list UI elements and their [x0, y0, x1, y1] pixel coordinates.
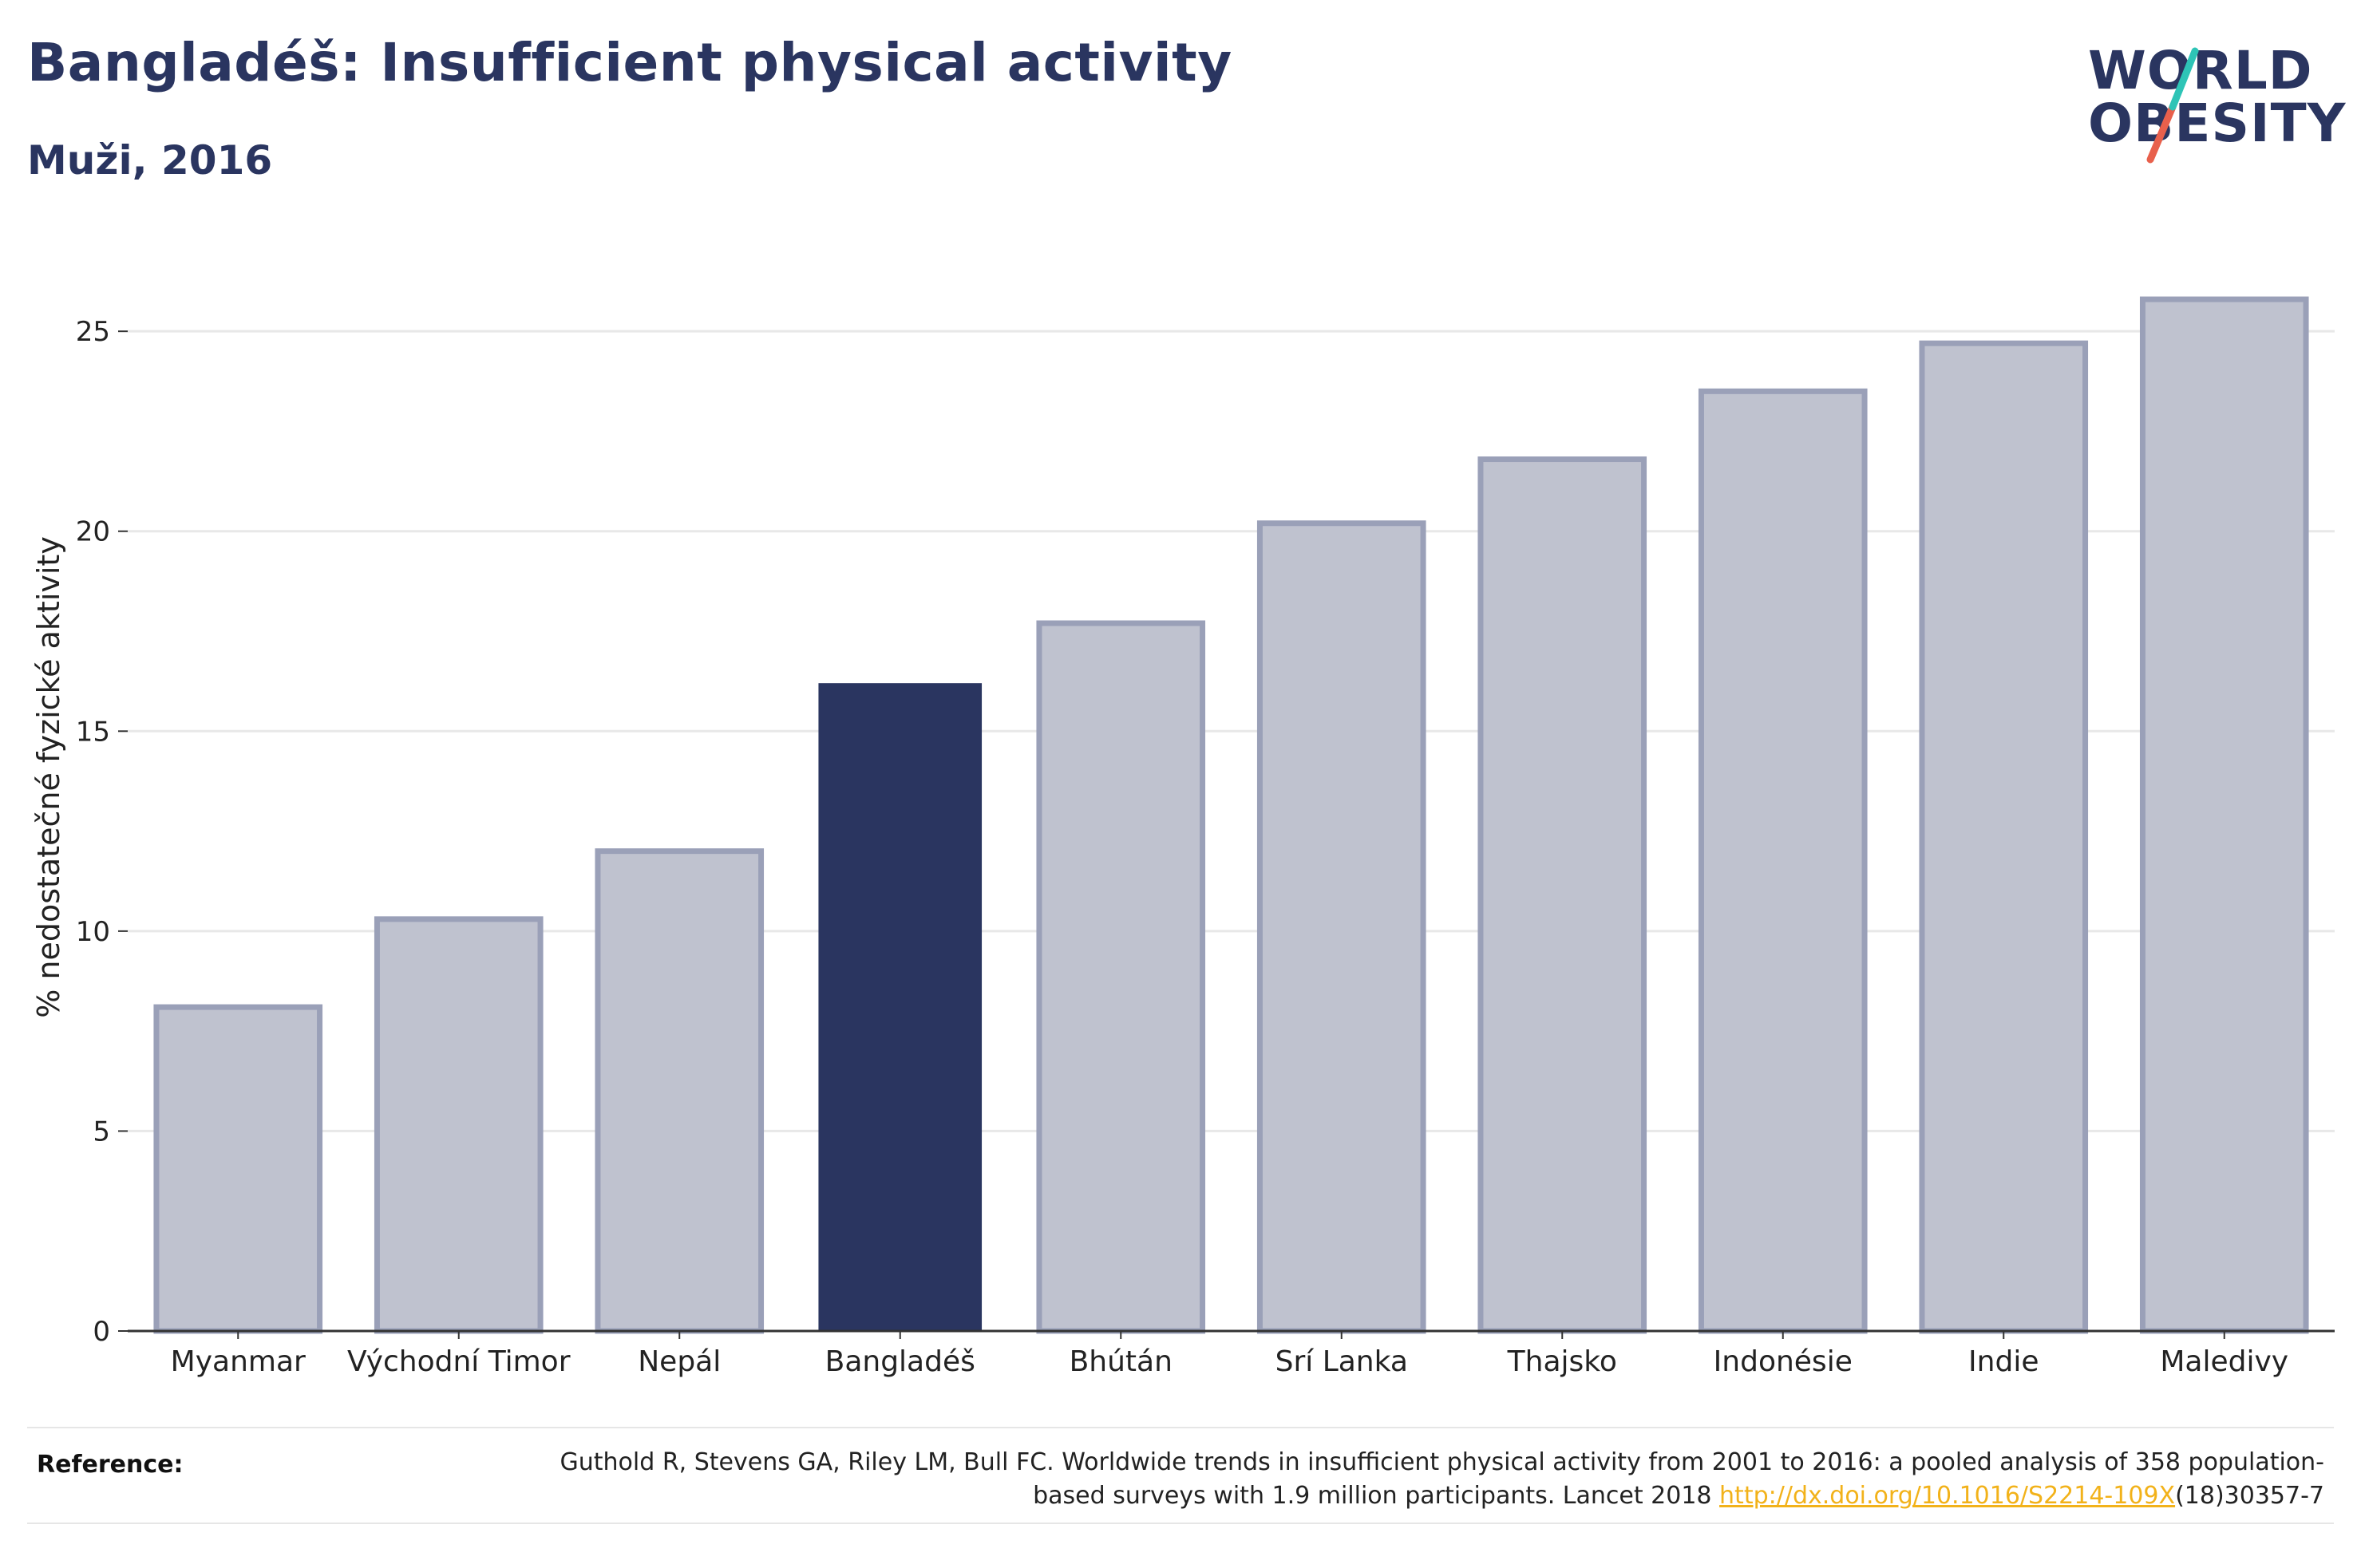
bar-Bangladéš: [818, 683, 983, 1331]
bar-Maledivy: [2139, 296, 2309, 1334]
y-axis-label: % nedostatečné fyzické aktivity: [31, 536, 66, 1018]
reference-label: Reference:: [37, 1451, 184, 1479]
bar-Bhútán: [1036, 620, 1206, 1334]
bar-Myanmar: [153, 1004, 323, 1334]
bar-Nepál: [595, 848, 765, 1334]
bar-Indie: [1919, 340, 2089, 1334]
logo-word-world: WORLD: [2088, 40, 2313, 101]
x-tick-label: Indie: [1968, 1345, 2039, 1378]
x-tick-label: Bhútán: [1070, 1345, 1173, 1378]
bar-Východní Timor: [374, 916, 544, 1334]
x-tick-label: Maledivy: [2160, 1345, 2288, 1378]
reference-bottom-divider: [27, 1523, 2334, 1524]
bar-Srí Lanka: [1256, 520, 1426, 1334]
y-tick-label: 20: [76, 516, 110, 548]
y-tick-label: 15: [76, 716, 110, 748]
bar-Thajsko: [1477, 456, 1647, 1334]
y-tick-label: 5: [93, 1116, 110, 1147]
reference-doi-link[interactable]: http://dx.doi.org/10.1016/S2214-109X: [1719, 1482, 2176, 1510]
x-tick-label: Bangladéš: [825, 1345, 975, 1378]
logo-slash-icon: [2146, 47, 2199, 164]
x-tick-label: Východní Timor: [347, 1345, 571, 1378]
x-tick-label: Myanmar: [171, 1345, 306, 1378]
reference-top-divider: [27, 1427, 2334, 1428]
y-tick-label: 10: [76, 916, 110, 948]
x-tick-label: Srí Lanka: [1275, 1345, 1408, 1378]
logo-word-obesity: OBESITY: [2088, 93, 2347, 154]
x-tick-label: Indonésie: [1714, 1345, 1853, 1378]
chart-subtitle: Muži, 2016: [27, 137, 273, 184]
bar-Indonésie: [1698, 388, 1868, 1334]
y-tick-label: 0: [93, 1316, 110, 1348]
reference-text: Guthold R, Stevens GA, Riley LM, Bull FC…: [504, 1446, 2324, 1513]
chart-title: Bangladéš: Insufficient physical activit…: [27, 32, 1232, 93]
x-tick-label: Nepál: [638, 1345, 721, 1378]
reference-citation: Guthold R, Stevens GA, Riley LM, Bull FC…: [560, 1448, 2324, 1510]
world-obesity-logo: WORLD OBESITY: [2075, 40, 2347, 168]
x-tick-label: Thajsko: [1507, 1345, 1617, 1378]
reference-citation-suffix: (18)30357-7: [2175, 1482, 2324, 1510]
y-tick-label: 25: [76, 316, 110, 348]
bar-chart: 0 5 10 15 20 25 Myanmar Východní Timor Nepál Bang…: [31, 296, 2335, 1378]
